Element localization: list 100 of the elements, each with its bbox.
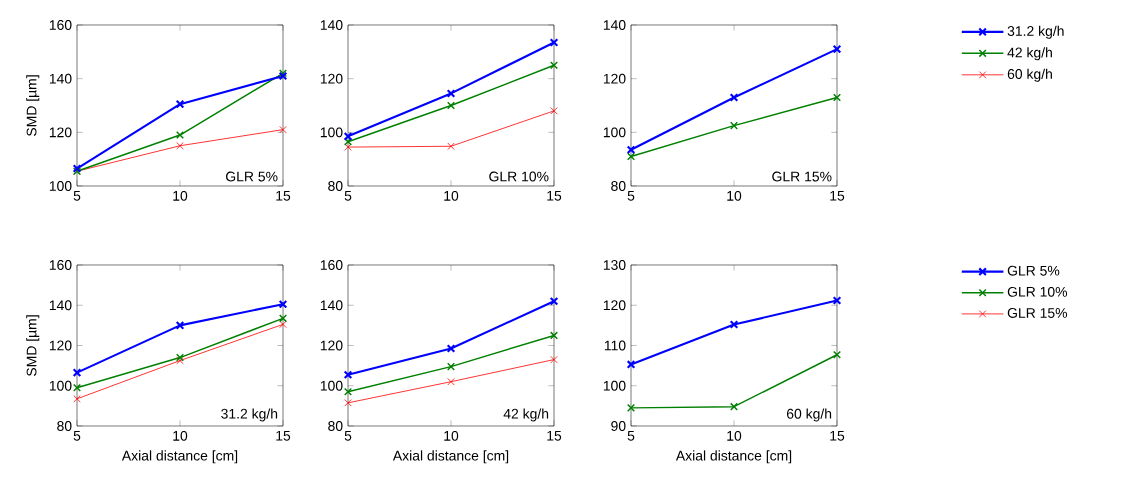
x-axis-title: Axial distance [cm] [392, 450, 509, 464]
x-tick-label: 10 [173, 190, 188, 201]
annotation: 31.2 kg/h [221, 408, 278, 422]
point [447, 142, 455, 150]
y-tick-label: 130 [603, 260, 626, 270]
y-tick-label: 120 [49, 127, 72, 138]
point [549, 38, 559, 47]
y-tick-label: 80 [328, 421, 343, 431]
y-tick-label: 120 [320, 340, 343, 351]
point [832, 296, 842, 305]
point [73, 395, 81, 403]
point [626, 403, 636, 412]
x-axis-title: Axial distance [cm] [121, 450, 238, 464]
point [832, 93, 842, 102]
point [550, 355, 558, 364]
point [343, 370, 353, 380]
y-tick-label: 100 [603, 127, 626, 138]
y-tick-label: 120 [603, 300, 626, 311]
point [279, 125, 287, 134]
point [446, 362, 456, 371]
x-tick-label: 10 [173, 430, 188, 441]
point [729, 402, 739, 411]
y-tick-label: 100 [49, 181, 72, 191]
y-tick-label: 100 [603, 380, 626, 391]
point [550, 107, 558, 115]
point [175, 99, 185, 109]
point [278, 314, 288, 323]
x-tick-label: 10 [444, 190, 459, 201]
y-tick-label: 110 [604, 340, 626, 351]
point [626, 360, 636, 369]
y-tick-label: 140 [320, 20, 343, 30]
point [343, 131, 353, 141]
point [72, 368, 82, 378]
y-axis-title: SMD [µm] [26, 315, 40, 376]
y-tick-label: 160 [49, 20, 72, 30]
x-tick-label: 5 [73, 430, 81, 441]
point [175, 321, 185, 330]
point [447, 378, 455, 386]
legend-label: 60 kg/h [1007, 68, 1052, 82]
legend-label: GLR 15% [1007, 308, 1068, 318]
y-tick-label: 80 [328, 181, 343, 191]
y-tick-label: 80 [57, 421, 72, 431]
x-tick-label: 10 [727, 430, 742, 441]
x-tick-label: 15 [276, 430, 291, 441]
point [832, 44, 842, 54]
y-tick-label: 80 [611, 181, 626, 191]
y-tick-label: 160 [49, 260, 72, 270]
y-tick-label: 100 [49, 380, 72, 391]
x-tick-label: 5 [627, 430, 635, 441]
x-tick-label: 5 [73, 190, 81, 201]
point [446, 344, 456, 353]
y-tick-label: 120 [49, 340, 72, 351]
x-tick-label: 10 [444, 430, 459, 441]
point [549, 331, 559, 340]
point [446, 89, 456, 98]
point [446, 101, 456, 110]
y-tick-label: 140 [49, 73, 72, 84]
legend-label: 31.2 kg/h [1007, 25, 1064, 39]
y-tick-label: 120 [603, 73, 626, 84]
legend-label: GLR 5% [1007, 265, 1060, 276]
x-tick-label: 15 [547, 190, 562, 201]
legend-label: 42 kg/h [1007, 47, 1052, 61]
y-tick-label: 120 [320, 73, 343, 84]
point [176, 142, 184, 150]
point [729, 93, 739, 102]
x-tick-label: 15 [547, 430, 562, 441]
point [279, 320, 287, 329]
annotation: 42 kg/h [503, 408, 549, 422]
x-tick-label: 5 [344, 190, 352, 201]
y-tick-label: 100 [320, 127, 343, 138]
y-tick-label: 160 [320, 260, 343, 270]
y-tick-label: 140 [49, 300, 72, 311]
point [626, 152, 636, 161]
point [344, 399, 352, 407]
annotation: GLR 15% [772, 171, 832, 182]
point [729, 320, 739, 329]
point [343, 137, 353, 146]
point [626, 145, 636, 155]
y-axis-title: SMD [µm] [26, 75, 40, 136]
x-tick-label: 15 [830, 190, 845, 201]
legend-label: GLR 10% [1007, 286, 1068, 297]
x-tick-label: 15 [276, 190, 291, 201]
y-tick-label: 90 [611, 421, 626, 431]
point [175, 130, 185, 140]
x-tick-label: 5 [627, 190, 635, 201]
point [72, 383, 82, 392]
annotation: 60 kg/h [786, 408, 832, 422]
y-tick-label: 140 [320, 300, 343, 311]
y-tick-label: 140 [603, 20, 626, 30]
point [344, 143, 352, 151]
point [343, 387, 353, 396]
y-tick-label: 100 [320, 380, 343, 391]
point [549, 61, 559, 70]
x-axis-title: Axial distance [cm] [675, 450, 792, 464]
point [549, 296, 559, 306]
point [729, 121, 739, 130]
annotation: GLR 5% [226, 171, 278, 182]
point [832, 350, 842, 359]
x-tick-label: 5 [344, 430, 352, 441]
point [278, 299, 288, 309]
